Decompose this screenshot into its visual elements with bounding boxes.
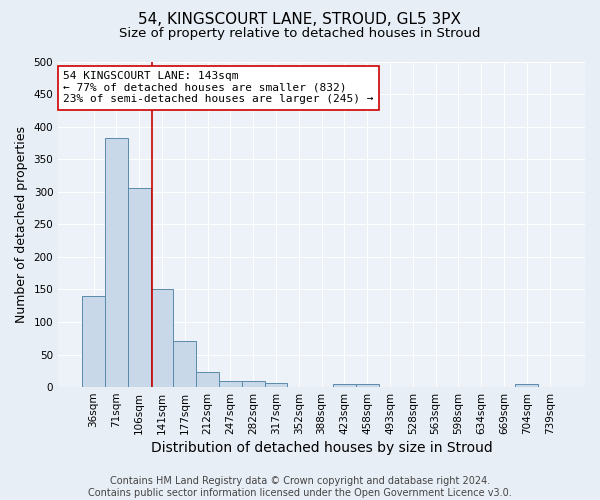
Bar [242,381,265,387]
Bar [105,138,128,387]
Text: 54, KINGSCOURT LANE, STROUD, GL5 3PX: 54, KINGSCOURT LANE, STROUD, GL5 3PX [139,12,461,28]
Text: Size of property relative to detached houses in Stroud: Size of property relative to detached ho… [119,28,481,40]
Bar [333,384,356,387]
Text: Contains HM Land Registry data © Crown copyright and database right 2024.
Contai: Contains HM Land Registry data © Crown c… [88,476,512,498]
Bar [128,188,151,387]
Bar [82,296,105,387]
Bar [515,384,538,387]
Bar [356,384,379,387]
Bar [151,290,173,387]
Y-axis label: Number of detached properties: Number of detached properties [15,126,28,323]
Bar [265,382,287,387]
Bar [173,341,196,387]
Bar [196,372,219,387]
X-axis label: Distribution of detached houses by size in Stroud: Distribution of detached houses by size … [151,441,493,455]
Text: 54 KINGSCOURT LANE: 143sqm
← 77% of detached houses are smaller (832)
23% of sem: 54 KINGSCOURT LANE: 143sqm ← 77% of deta… [64,72,374,104]
Bar [219,380,242,387]
